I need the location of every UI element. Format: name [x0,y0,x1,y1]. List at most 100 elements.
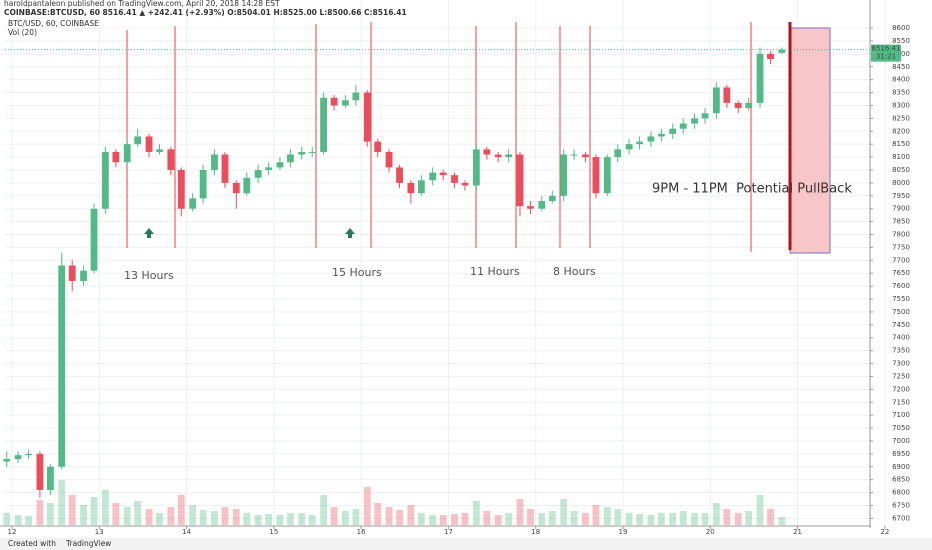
candle-body [625,144,633,150]
volume-bar [472,501,480,525]
y-tick-label: 7350 [892,347,910,355]
volume-bar [156,513,163,525]
volume-bar [58,480,66,525]
volume-bar [582,513,589,525]
volume-bar [712,503,720,525]
volume-bar [101,490,109,525]
volume-bar [778,517,786,525]
volume-bar [516,499,524,525]
candle-body [396,167,403,183]
volume-bar [483,511,491,525]
y-tick-label: 7850 [892,218,910,226]
candle-body [439,172,447,176]
candle-body [636,141,643,145]
volume-bar [701,513,709,525]
candle-body [451,175,458,183]
volume-bar [363,487,371,525]
candle-body [483,149,491,155]
x-tick-label: 18 [531,528,540,536]
y-tick-label: 7900 [892,205,910,213]
candle-body [243,177,251,194]
candle-body [429,172,437,181]
candle-body [90,208,98,271]
y-tick-label: 8250 [892,114,910,122]
volume-bar [538,513,546,525]
candle-body [342,100,349,106]
y-tick-label: 8600 [892,24,910,32]
volume-bar [734,513,742,525]
candle-body [527,206,534,209]
candle-body [778,49,786,53]
candle-body [745,102,753,109]
y-tick-label: 7050 [892,424,910,432]
y-tick-label: 7950 [892,192,910,200]
volume-bar [636,514,643,525]
y-tick-label: 7500 [892,308,910,316]
volume-bar [308,515,316,525]
volume-bar [320,495,327,525]
y-tick-label: 6900 [892,463,910,471]
candle-body [80,270,87,281]
footer-brand[interactable]: TradingView [65,539,111,548]
y-tick-label: 7250 [892,372,910,380]
volume-bar [429,515,437,525]
arrow-up [345,228,355,238]
volume-bar [647,515,655,525]
x-tick-label: 12 [8,528,17,536]
legend-volume: Vol (20) [8,28,37,37]
x-tick-label: 17 [444,528,453,536]
volume-bar [745,511,753,525]
y-tick-label: 7200 [892,385,910,393]
annotation: 8 Hours [553,265,596,278]
volume-bar [417,513,425,525]
volume-bar [505,513,513,525]
volume-bar [592,505,600,525]
volume-bar [254,515,262,525]
annotation: 13 Hours [124,269,174,282]
x-tick-label: 20 [706,528,715,536]
volume-bar [614,509,622,525]
y-tick-label: 6850 [892,476,910,484]
y-tick-label: 7650 [892,269,910,277]
candle-body [494,154,502,158]
volume-bar [603,507,611,525]
y-tick-label: 7550 [892,295,910,303]
volume-bar [123,507,131,525]
y-tick-label: 7400 [892,334,910,342]
volume-bar [669,513,677,525]
volume-bar [25,516,32,525]
volume-bar [570,511,578,525]
y-tick-label: 7100 [892,411,910,419]
volume-bar [657,513,665,525]
candle-body [472,149,480,186]
volume-bar [243,513,251,525]
annotation: 9PM - 11PM Potential PullBack [652,182,852,197]
y-tick-label: 7300 [892,360,910,368]
candle-body [603,157,611,194]
volume-bar [451,514,458,525]
candle-body [560,154,568,196]
volume-bar [46,503,54,525]
volume-bar [548,511,556,525]
candle-body [25,453,32,456]
candle-body [156,149,163,152]
candle-body [363,92,371,142]
candle-body [756,53,764,103]
candle-body [461,182,469,186]
candle-body [320,97,327,152]
volume-bar [199,510,207,525]
volume-bar [145,509,153,525]
y-tick-label: 6950 [892,450,910,458]
candle-body [276,162,284,168]
x-tick-label: 16 [357,528,366,536]
candle-body [614,149,622,158]
volume-bar [385,507,393,525]
candle-body [298,151,306,155]
volume-bar [265,514,273,525]
legend-symbol: BTC/USD, 60, COINBASE [8,19,99,28]
candle-body [221,154,229,183]
y-tick-label: 8550 [892,37,910,45]
candle-body [287,154,294,163]
last-price-label: 8516.41 [872,45,901,53]
